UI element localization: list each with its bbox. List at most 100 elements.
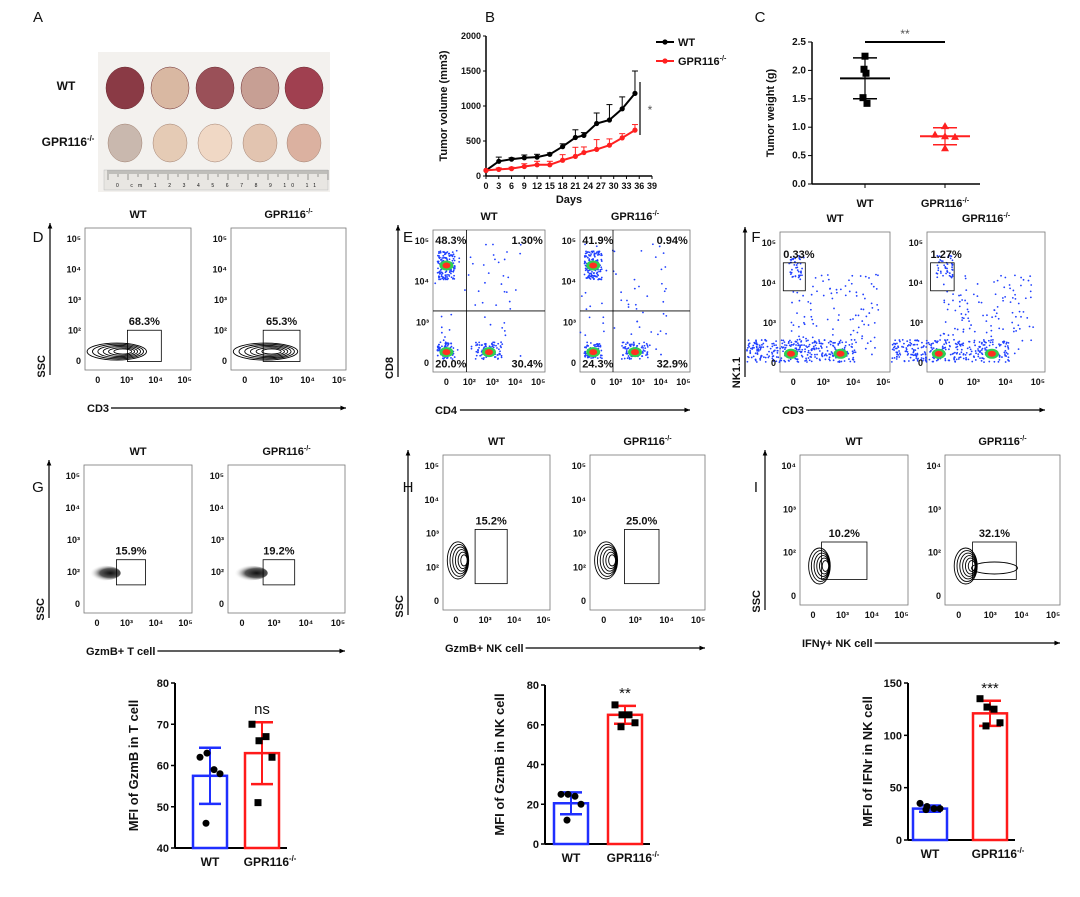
event-dot xyxy=(438,349,441,351)
event-dot xyxy=(613,327,616,329)
y-tick-label: 10³ xyxy=(214,295,227,305)
event-dot xyxy=(850,338,853,341)
event-dot xyxy=(922,346,924,348)
event-dot xyxy=(1011,296,1014,299)
event-dot xyxy=(762,342,765,345)
event-dot xyxy=(835,291,838,294)
event-dot xyxy=(642,311,644,314)
legend-marker xyxy=(662,39,668,45)
event-dot xyxy=(948,274,951,277)
gate xyxy=(474,529,508,585)
event-dot xyxy=(497,357,500,360)
event-dot xyxy=(811,342,814,344)
contour-line xyxy=(261,348,282,355)
event-dot xyxy=(641,352,644,354)
event-dot xyxy=(755,361,758,363)
event-dot xyxy=(896,353,899,355)
y-tick-label: 10⁴ xyxy=(762,278,776,288)
event-dot xyxy=(500,354,503,357)
event-dot xyxy=(447,273,450,276)
event-dot xyxy=(1027,279,1030,282)
event-dot xyxy=(853,349,856,352)
event-dot xyxy=(438,255,440,257)
event-dot xyxy=(954,360,957,363)
tumor-photo: 0 cm 1 2 3 4 5 6 7 8 9 10 11 xyxy=(98,52,330,192)
event-dot xyxy=(631,343,633,346)
event-dot xyxy=(646,344,649,347)
data-point xyxy=(581,132,587,138)
event-dot xyxy=(504,334,507,337)
event-dot xyxy=(823,354,826,357)
gate-percent: 0.33% xyxy=(783,249,814,261)
event-dot xyxy=(492,341,495,344)
event-dot xyxy=(487,272,490,275)
event-dot xyxy=(497,348,500,351)
flow-plot: WT 0 10³ 10⁴ 10⁵ 0 10³ 10⁴ 10⁵ 0.33% xyxy=(746,213,891,387)
event-dot xyxy=(1014,315,1017,318)
contour-line xyxy=(232,342,299,361)
event-dot xyxy=(920,354,923,356)
event-dot xyxy=(959,344,962,347)
panel-letter: D xyxy=(33,229,44,246)
quadrant-percent: 1.30% xyxy=(512,235,543,247)
event-dot xyxy=(507,276,510,279)
event-dot xyxy=(948,341,951,344)
event-dot xyxy=(778,361,781,364)
plot-title: WT xyxy=(845,436,862,448)
x-tick-label: 10² xyxy=(609,377,622,387)
data-point xyxy=(941,122,949,130)
event-dot xyxy=(941,260,944,263)
event-dot xyxy=(1014,274,1016,277)
event-dot xyxy=(794,260,796,263)
data-point xyxy=(632,90,638,96)
event-dot xyxy=(964,313,967,316)
event-dot xyxy=(810,315,813,318)
event-dot xyxy=(812,322,815,325)
event-dot xyxy=(493,356,496,358)
event-dot xyxy=(646,345,649,348)
event-dot xyxy=(447,277,449,280)
event-dot xyxy=(973,341,976,344)
flow-plot: GPR116-/- 0 10³ 10⁴ 10⁵ 0 10³ 10⁴ 10⁵ 1.27% xyxy=(890,212,1046,387)
event-dot xyxy=(438,256,440,259)
event-dot xyxy=(588,254,591,257)
tumor-ko xyxy=(197,123,233,163)
event-dot xyxy=(912,343,915,346)
event-dot xyxy=(871,306,874,309)
event-dot xyxy=(1015,330,1018,332)
event-dot xyxy=(998,327,1001,330)
event-dot xyxy=(978,301,980,304)
event-dot xyxy=(936,254,939,257)
event-dot xyxy=(586,344,589,347)
event-dot xyxy=(800,350,803,353)
x-tick-label: 33 xyxy=(621,181,631,191)
event-dot xyxy=(746,360,749,363)
event-dot xyxy=(1022,278,1025,281)
event-dot xyxy=(852,356,855,359)
event-dot xyxy=(914,339,916,342)
event-dot xyxy=(662,312,665,315)
event-dot xyxy=(958,305,961,308)
event-dot xyxy=(837,343,840,346)
event-dot xyxy=(440,271,443,274)
event-dot xyxy=(794,275,797,278)
flow-panel-I: WT 0 10² 10³ 10⁴ 0 10³ 10⁴ 10⁵ 10.2% GPR116-/- 0 10²… xyxy=(751,435,1061,650)
event-dot xyxy=(450,342,453,345)
event-dot xyxy=(833,346,836,349)
label-backdrop xyxy=(553,194,585,206)
gate-percent: 1.27% xyxy=(931,249,962,261)
event-dot xyxy=(444,341,447,344)
event-dot xyxy=(773,344,776,347)
data-point xyxy=(254,799,262,807)
y-tick-label: 10² xyxy=(68,326,81,336)
event-dot xyxy=(633,344,635,346)
event-dot xyxy=(509,307,512,310)
event-dot xyxy=(877,308,880,311)
y-tick-label: 0 xyxy=(76,356,81,366)
event-dot xyxy=(854,314,857,317)
event-dot xyxy=(975,352,977,355)
plot-frame xyxy=(799,454,909,606)
group-label: GPR116-/- xyxy=(921,197,970,210)
data-point xyxy=(216,770,224,778)
event-dot xyxy=(627,303,630,306)
